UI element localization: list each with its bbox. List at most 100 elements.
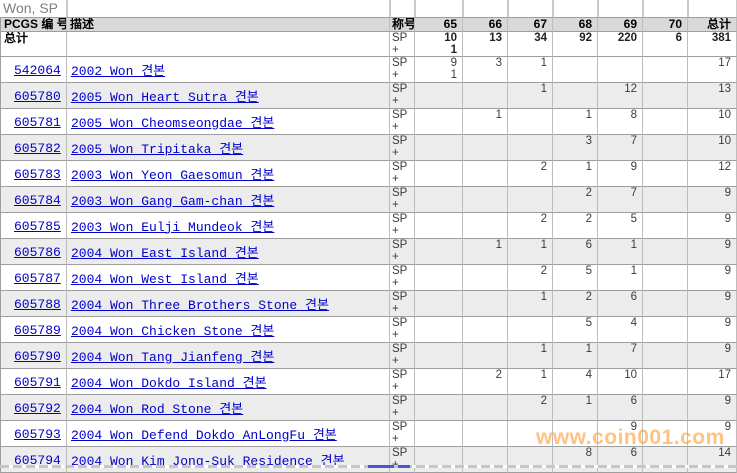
table-row: 605788 2004 Won Three Brothers Stone 견본 … <box>0 291 737 317</box>
pcgs-link[interactable]: 605788 <box>14 296 61 312</box>
grade-cell <box>415 317 463 343</box>
totals-grade-67: 34 <box>508 32 553 57</box>
pcgs-link[interactable]: 605792 <box>14 400 61 416</box>
pcgs-link[interactable]: 605786 <box>14 244 61 260</box>
grade-cell <box>415 83 463 109</box>
table-row: 605791 2004 Won Dokdo Island 견본 SP + 2 1… <box>0 369 737 395</box>
description-link[interactable]: 2004 Won West Island 견본 <box>71 271 259 287</box>
designation-cell: SP + <box>390 57 415 83</box>
row-total-cell: 10 <box>688 135 737 161</box>
description-link[interactable]: 2004 Won Defend Dokdo AnLongFu 견본 <box>71 427 337 443</box>
pcgs-link[interactable]: 605780 <box>14 88 61 104</box>
grade-cell: 1 <box>463 109 508 135</box>
pcgs-link[interactable]: 605781 <box>14 114 61 130</box>
description-link[interactable]: 2002 Won 견본 <box>71 63 166 79</box>
table-row: 605787 2004 Won West Island 견본 SP + 2 5 … <box>0 265 737 291</box>
grade-cell: 5 <box>598 213 643 239</box>
grade-cell <box>643 239 688 265</box>
description-link[interactable]: 2004 Won Three Brothers Stone 견본 <box>71 297 329 313</box>
description-link[interactable]: 2004 Won East Island 견본 <box>71 245 259 261</box>
pcgs-link[interactable]: 605785 <box>14 218 61 234</box>
designation-plus: + <box>392 44 399 56</box>
designation-sp: SP <box>392 161 408 173</box>
pcgs-link[interactable]: 605782 <box>14 140 61 156</box>
grade-cell <box>415 447 463 473</box>
description-link[interactable]: 2003 Won Gang Gam-chan 견본 <box>71 193 275 209</box>
grade-cell <box>553 57 598 83</box>
header-pcgs-number: PCGS 编 号 <box>0 17 67 32</box>
totals-row: 总计 SP + 10 1 13 34 92 220 6 381 <box>0 32 737 57</box>
row-total-cell: 9 <box>688 317 737 343</box>
grade-cell: 12 <box>598 83 643 109</box>
grade-cell: 1 <box>463 239 508 265</box>
table-row: 605792 2004 Won Rod Stone 견본 SP + 2 1 6 … <box>0 395 737 421</box>
designation-sp: SP <box>392 187 408 199</box>
table-row: 605794 2004 Won Kim Jong-Suk Residence 견… <box>0 447 737 473</box>
grade-cell: 6 <box>598 291 643 317</box>
row-total-cell: 17 <box>688 57 737 83</box>
description-link[interactable]: 2004 Won Dokdo Island 견본 <box>71 375 267 391</box>
grade-cell: 2 <box>508 161 553 187</box>
designation-cell: SP + <box>390 83 415 109</box>
pcgs-link[interactable]: 605794 <box>14 452 61 468</box>
description-link[interactable]: 2004 Won Tang Jianfeng 견본 <box>71 349 275 365</box>
row-total-cell: 9 <box>688 343 737 369</box>
grade-cell <box>415 187 463 213</box>
pcgs-link[interactable]: 605784 <box>14 192 61 208</box>
designation-sp: SP <box>392 447 408 459</box>
grade-cell <box>553 421 598 447</box>
designation-plus: + <box>392 173 399 185</box>
grade-cell: 9 <box>598 421 643 447</box>
designation-sp: SP <box>392 265 408 277</box>
grade-cell: 2 <box>508 265 553 291</box>
description-link[interactable]: 2005 Won Tripitaka 견본 <box>71 141 244 157</box>
pcgs-link[interactable]: 605791 <box>14 374 61 390</box>
designation-sp: SP <box>392 395 408 407</box>
header-designation: 称号 <box>390 17 415 32</box>
pcgs-link[interactable]: 605789 <box>14 322 61 338</box>
designation-cell: SP + <box>390 213 415 239</box>
designation-cell: SP + <box>390 317 415 343</box>
table-row: 605780 2005 Won Heart Sutra 견본 SP + 1 12… <box>0 83 737 109</box>
table-row: 605793 2004 Won Defend Dokdo AnLongFu 견본… <box>0 421 737 447</box>
grade-cell <box>463 135 508 161</box>
designation-sp: SP <box>392 291 408 303</box>
header-row: PCGS 编 号 描述 称号 65 66 67 68 69 70 总计 <box>0 17 737 32</box>
row-total-cell: 9 <box>688 395 737 421</box>
description-link[interactable]: 2003 Won Yeon Gaesomun 견본 <box>71 167 275 183</box>
designation-plus: + <box>392 121 399 133</box>
pcgs-link[interactable]: 605783 <box>14 166 61 182</box>
grade-cell: 1 <box>553 161 598 187</box>
row-total-cell: 12 <box>688 161 737 187</box>
grade-cell <box>643 395 688 421</box>
grade-cell <box>508 447 553 473</box>
designation-plus: + <box>392 355 399 367</box>
description-link[interactable]: 2005 Won Heart Sutra 견본 <box>71 89 259 105</box>
description-link[interactable]: 2005 Won Cheomseongdae 견본 <box>71 115 275 131</box>
description-link[interactable]: 2004 Won Chicken Stone 견본 <box>71 323 275 339</box>
designation-plus: + <box>392 303 399 315</box>
designation-sp: SP <box>392 32 408 44</box>
table-row: 605789 2004 Won Chicken Stone 견본 SP + 5 … <box>0 317 737 343</box>
grade-cell <box>643 421 688 447</box>
grade-cell <box>463 213 508 239</box>
table-row: 605790 2004 Won Tang Jianfeng 견본 SP + 1 … <box>0 343 737 369</box>
row-total-cell: 9 <box>688 187 737 213</box>
grade-cell <box>643 83 688 109</box>
row-total-cell: 13 <box>688 83 737 109</box>
pcgs-link[interactable]: 605790 <box>14 348 61 364</box>
pcgs-link[interactable]: 605787 <box>14 270 61 286</box>
description-link[interactable]: 2004 Won Kim Jong-Suk Residence 견본 <box>71 453 345 469</box>
header-grade-68: 68 <box>553 17 598 32</box>
designation-plus: + <box>392 381 399 393</box>
pcgs-link[interactable]: 605793 <box>14 426 61 442</box>
pcgs-link[interactable]: 542064 <box>14 62 61 78</box>
description-link[interactable]: 2004 Won Rod Stone 견본 <box>71 401 244 417</box>
designation-cell: SP + <box>390 265 415 291</box>
totals-grade-69: 220 <box>598 32 643 57</box>
grade-cell: 1 <box>553 109 598 135</box>
description-link[interactable]: 2003 Won Eulji Mundeok 견본 <box>71 219 275 235</box>
grade-cell <box>553 83 598 109</box>
designation-plus: + <box>392 69 399 81</box>
